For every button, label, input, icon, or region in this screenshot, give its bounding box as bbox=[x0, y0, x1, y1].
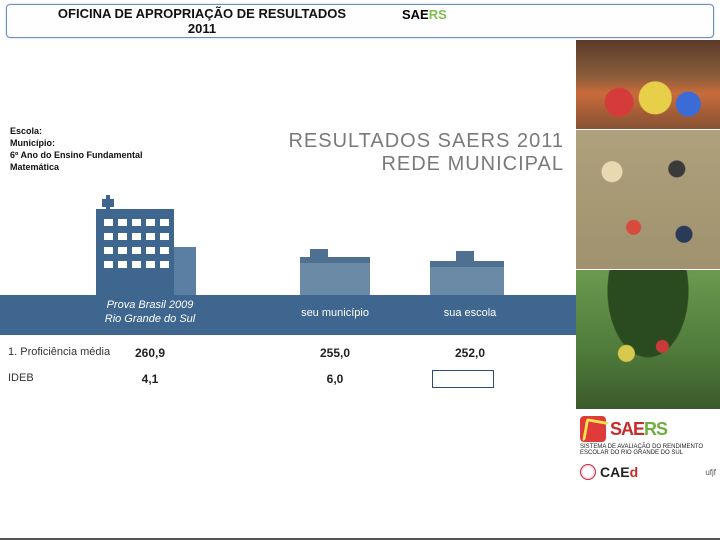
building-side-icon bbox=[174, 247, 196, 295]
column-header-band: Prova Brasil 2009 Rio Grande do Sul seu … bbox=[0, 295, 576, 335]
saers-sae: SAE bbox=[610, 419, 644, 439]
header-title-l1: OFICINA DE APROPRIAÇÃO DE RESULTADOS bbox=[58, 6, 346, 21]
brand-rs: RS bbox=[429, 7, 447, 22]
meta-block: Escola: Município: 6º Ano do Ensino Fund… bbox=[10, 125, 142, 174]
building-escola-icon bbox=[430, 267, 504, 295]
meta-escola: Escola: bbox=[10, 125, 142, 137]
col-seu-municipio: seu município bbox=[285, 307, 385, 321]
header-bar: OFICINA DE APROPRIAÇÃO DE RESULTADOS 201… bbox=[6, 4, 714, 38]
logo-area: SAERS SISTEMA DE AVALIAÇÃO DO RENDIMENTO… bbox=[576, 410, 720, 540]
row2-v2: 6,0 bbox=[295, 372, 375, 386]
result-title-l2: REDE MUNICIPAL bbox=[288, 153, 564, 176]
photo-inflatables bbox=[576, 40, 720, 130]
result-title-l1: RESULTADOS SAERS 2011 bbox=[288, 130, 564, 152]
header-title-l2: 2011 bbox=[188, 21, 216, 36]
meta-disciplina: Matemática bbox=[10, 161, 142, 173]
saers-text: SAERS bbox=[610, 419, 667, 440]
photo-classroom bbox=[576, 130, 720, 270]
ufjf-text: ufjf bbox=[705, 468, 716, 477]
saers-rs: RS bbox=[644, 419, 667, 439]
saers-subtitle: SISTEMA DE AVALIAÇÃO DO RENDIMENTO ESCOL… bbox=[580, 444, 716, 456]
col-sua-escola: sua escola bbox=[420, 307, 520, 321]
row1-v3: 252,0 bbox=[430, 346, 510, 360]
row1-label: 1. Proficiência média bbox=[8, 346, 110, 358]
caed-d: d bbox=[630, 464, 639, 480]
row2-v1: 4,1 bbox=[110, 372, 190, 386]
row1-v2: 255,0 bbox=[295, 346, 375, 360]
row2-label: IDEB bbox=[8, 372, 34, 384]
photo-playground bbox=[576, 270, 720, 410]
col1-l1: Prova Brasil 2009 bbox=[90, 299, 210, 313]
brand-sae: SAE bbox=[402, 7, 429, 22]
result-title: RESULTADOS SAERS 2011 REDE MUNICIPAL bbox=[288, 130, 564, 176]
caed-logo: CAEd ufjf bbox=[580, 464, 716, 480]
caed-cae: CAE bbox=[600, 464, 630, 480]
col-prova-brasil: Prova Brasil 2009 Rio Grande do Sul bbox=[90, 299, 210, 327]
header-title: OFICINA DE APROPRIAÇÃO DE RESULTADOS 201… bbox=[7, 7, 397, 37]
building-main-icon bbox=[96, 209, 174, 295]
col1-l2: Rio Grande do Sul bbox=[90, 313, 210, 327]
saers-logo: SAERS bbox=[580, 416, 716, 442]
saers-mark-icon bbox=[580, 416, 606, 442]
skyline-illustration bbox=[0, 205, 576, 295]
main-content: Escola: Município: 6º Ano do Ensino Fund… bbox=[0, 40, 576, 540]
caed-text: CAEd bbox=[600, 464, 638, 480]
meta-ano: 6º Ano do Ensino Fundamental bbox=[10, 149, 142, 161]
header-brand: SAERS bbox=[402, 7, 447, 22]
row1-v1: 260,9 bbox=[110, 346, 190, 360]
meta-municipio: Município: bbox=[10, 137, 142, 149]
row2-empty-box bbox=[432, 370, 494, 388]
building-municipio-icon bbox=[300, 263, 370, 295]
side-strip: SAERS SISTEMA DE AVALIAÇÃO DO RENDIMENTO… bbox=[576, 40, 720, 540]
caed-badge-icon bbox=[580, 464, 596, 480]
